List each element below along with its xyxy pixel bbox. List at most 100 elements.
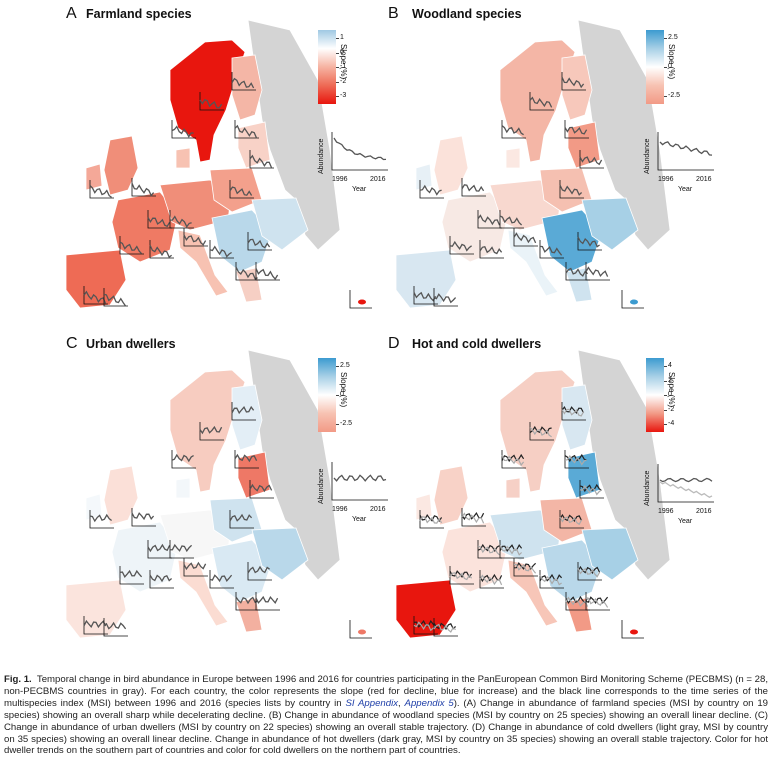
panel-letter: B bbox=[388, 5, 399, 22]
country-msi-sparkline bbox=[209, 570, 234, 589]
country-msi-sparkline bbox=[83, 286, 108, 305]
inset-ylabel: Abundance bbox=[318, 468, 325, 504]
legend-tick-label: 0 bbox=[340, 391, 344, 398]
country-msi-sparkline bbox=[171, 450, 196, 469]
inset-x-end: 2016 bbox=[696, 508, 712, 515]
sparkline-axes bbox=[209, 240, 234, 259]
country-msi-sparkline bbox=[199, 92, 224, 111]
abundance-inset: Abundance 1996 2016 Year bbox=[318, 130, 390, 200]
country-msi-sparkline bbox=[501, 450, 526, 469]
legend-tick-mark bbox=[336, 366, 339, 367]
country-msi-sparkline bbox=[235, 592, 260, 611]
cold-dweller-line bbox=[529, 427, 552, 438]
sparkline-axes bbox=[579, 150, 604, 169]
country-msi-sparkline bbox=[119, 236, 144, 255]
sparkline-axes bbox=[171, 120, 196, 139]
msi-line bbox=[249, 154, 273, 169]
abundance-inset: Abundance 1996 2016 Year bbox=[644, 462, 716, 532]
sparkline-axes bbox=[461, 508, 486, 527]
cold-dweller-line bbox=[479, 574, 503, 586]
country-msi-sparkline bbox=[183, 228, 208, 247]
legend-tick-mark bbox=[336, 38, 339, 39]
msi-line bbox=[247, 565, 270, 574]
sparkline-axes bbox=[169, 540, 194, 559]
legend-tick-label: 2.5 bbox=[340, 362, 350, 369]
legend-tick-label: -3 bbox=[340, 92, 347, 99]
appendix-5-link[interactable]: Appendix 5 bbox=[404, 697, 454, 709]
inset-axes bbox=[331, 462, 388, 501]
figure-label: Fig. 1. bbox=[4, 674, 32, 685]
country-msi-sparkline bbox=[89, 510, 114, 529]
msi-line bbox=[561, 76, 585, 89]
legend-label: Slope (%) bbox=[339, 44, 348, 80]
country-msi-sparkline bbox=[131, 508, 156, 527]
legend-tick-label: -2 bbox=[668, 405, 675, 413]
cyprus-shape bbox=[630, 299, 638, 305]
sparkline-axes bbox=[103, 618, 128, 637]
legend-tick-mark bbox=[336, 424, 339, 425]
msi-line bbox=[479, 246, 503, 255]
cold-dweller-line bbox=[585, 597, 609, 608]
sparkline-axes bbox=[561, 402, 586, 421]
inset-ylabel: Abundance bbox=[644, 138, 651, 174]
country-msi-sparkline bbox=[461, 178, 486, 197]
country-msi-sparkline bbox=[477, 540, 502, 559]
sparkline-axes bbox=[249, 150, 274, 169]
country-greece bbox=[565, 267, 593, 303]
msi-line bbox=[199, 425, 223, 435]
country-msi-sparkline bbox=[501, 120, 526, 139]
country-denmark bbox=[505, 477, 521, 499]
country-msi-sparkline bbox=[247, 562, 272, 581]
sparkline-axes bbox=[413, 286, 438, 305]
cold-dweller-line bbox=[461, 512, 485, 524]
sparkline-axes bbox=[183, 558, 208, 577]
inset-line bbox=[657, 132, 714, 171]
msi-line bbox=[564, 126, 588, 135]
cold-dweller-line bbox=[513, 563, 537, 574]
msi-line bbox=[149, 244, 173, 259]
msi-line bbox=[147, 543, 171, 553]
msi-line bbox=[577, 236, 600, 248]
cold-dweller-line bbox=[449, 572, 473, 581]
panel-a: A Farmland species 1 0 -1 -2 -3 Slope (%) Ab… bbox=[0, 0, 388, 330]
caption-separator: , bbox=[398, 697, 405, 709]
country-msi-sparkline bbox=[255, 592, 280, 611]
msi-line bbox=[103, 621, 127, 630]
inset-line bbox=[657, 464, 714, 503]
inset-axes bbox=[657, 464, 714, 503]
sparkline-axes bbox=[539, 240, 564, 259]
sparkline-axes bbox=[247, 232, 272, 251]
country-msi-sparkline bbox=[499, 210, 524, 229]
hot-dweller-line bbox=[539, 573, 563, 582]
country-msi-sparkline bbox=[579, 480, 604, 499]
cyprus-axes bbox=[349, 290, 372, 309]
msi-line bbox=[501, 125, 524, 136]
inset-x-end: 2016 bbox=[696, 176, 712, 183]
legend-tick-mark bbox=[664, 424, 667, 425]
country-msi-sparkline bbox=[89, 180, 114, 199]
msi-line bbox=[539, 245, 563, 256]
msi-line bbox=[255, 268, 279, 281]
inset-axes bbox=[657, 132, 714, 171]
country-msi-sparkline bbox=[559, 510, 584, 529]
map-group bbox=[65, 349, 372, 639]
legend-tick-mark bbox=[336, 52, 339, 54]
country-msi-sparkline bbox=[477, 210, 502, 229]
sparkline-axes bbox=[565, 262, 590, 281]
cold-dweller-line bbox=[579, 484, 602, 496]
sparkline-axes bbox=[199, 92, 224, 111]
legend-tick-label: 0 bbox=[668, 391, 672, 398]
cold-dweller-line bbox=[561, 408, 585, 417]
sparkline-axes bbox=[585, 262, 610, 281]
country-msi-sparkline bbox=[83, 616, 108, 635]
country-france bbox=[441, 521, 509, 593]
country-uk bbox=[433, 465, 469, 526]
hot-dweller-line bbox=[559, 513, 583, 523]
country-msi-sparkline bbox=[559, 180, 584, 199]
si-appendix-link[interactable]: SI Appendix bbox=[345, 697, 399, 709]
country-balkans bbox=[541, 209, 603, 273]
legend-label: Slope (%) bbox=[339, 372, 348, 408]
msi-line bbox=[171, 453, 194, 463]
msi-line bbox=[234, 124, 258, 139]
msi-line bbox=[199, 99, 223, 109]
